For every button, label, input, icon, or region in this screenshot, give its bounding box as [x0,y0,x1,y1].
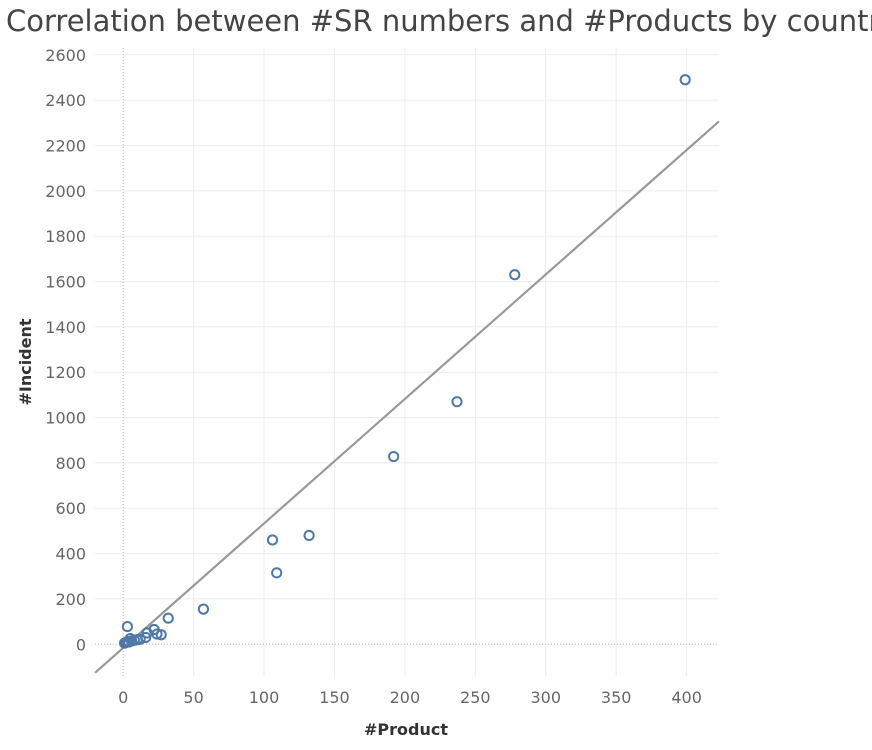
data-points [118,74,691,649]
data-point[interactable] [303,529,315,542]
data-point[interactable] [271,567,283,579]
x-tick-label: 300 [530,688,561,707]
y-tick-label: 1000 [45,409,86,428]
y-axis-title: #Incident [16,318,35,405]
x-tick-label: 150 [319,688,350,707]
plot-area [95,48,719,676]
x-tick-label: 0 [118,688,128,707]
data-point[interactable] [151,628,163,640]
x-tick-label: 200 [390,688,421,707]
data-point[interactable] [121,620,133,633]
data-point[interactable] [162,612,174,624]
x-tick-label: 250 [460,688,491,707]
y-tick-label: 2600 [45,46,86,65]
data-point[interactable] [388,450,400,463]
trend-line-group [94,120,720,674]
x-tick-label: 350 [601,688,632,707]
grid-lines [95,48,719,676]
y-tick-label: 1200 [45,363,86,382]
y-tick-label: 1600 [45,273,86,292]
x-axis-ticks: 0 50 100 150 200 250 300 350 400 [118,688,702,707]
data-point[interactable] [509,269,521,281]
x-tick-label: 50 [183,688,203,707]
y-tick-label: 400 [55,545,86,564]
data-point[interactable] [266,534,279,546]
x-tick-label: 400 [671,688,702,707]
y-tick-label: 1800 [45,227,86,246]
y-tick-label: 0 [76,635,86,654]
data-point[interactable] [155,629,167,641]
y-tick-label: 1400 [45,318,86,337]
zero-lines [95,48,719,676]
y-axis-ticks: 0 200 400 600 800 1000 1200 1400 1600 1800 2000 220… [45,46,86,654]
data-point[interactable] [451,396,463,408]
y-tick-label: 2400 [45,91,86,110]
y-tick-label: 600 [55,499,86,518]
y-tick-label: 800 [55,454,86,473]
y-tick-label: 2000 [45,182,86,201]
data-point[interactable] [679,74,691,86]
trend-line [94,120,720,674]
y-tick-label: 200 [55,590,86,609]
data-point[interactable] [197,603,210,615]
x-axis-title: #Product [364,720,448,739]
chart-title: Correlation between #SR numbers and #Pro… [6,4,872,38]
x-tick-label: 100 [249,688,280,707]
y-tick-label: 2200 [45,136,86,155]
data-point[interactable] [134,633,146,645]
